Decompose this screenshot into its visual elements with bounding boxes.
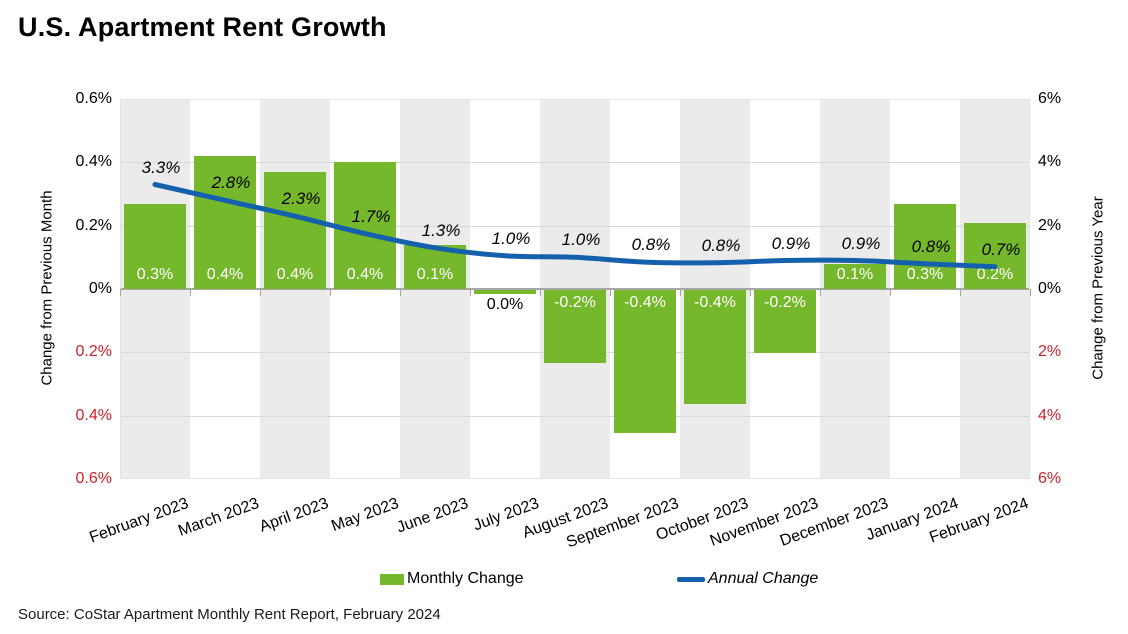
annual-change-label: 2.8% — [211, 173, 251, 193]
x-axis-tick — [260, 289, 261, 296]
zero-axis-line — [120, 288, 1030, 290]
left-axis-tick-label: 0.4% — [75, 406, 112, 424]
annual-change-label: 1.3% — [421, 220, 461, 240]
right-axis-tick-label: 0% — [1038, 280, 1062, 297]
monthly-change-label: 0.4% — [276, 266, 314, 283]
legend-item-annual: Annual Change — [677, 570, 818, 588]
monthly-change-bar — [754, 290, 816, 354]
source-note: Source: CoStar Apartment Monthly Rent Re… — [18, 606, 441, 623]
monthly-change-bar — [124, 203, 186, 289]
gridline — [120, 162, 1030, 164]
annual-change-line — [152, 182, 998, 270]
monthly-change-label: 0.4% — [346, 266, 384, 283]
page-title: U.S. Apartment Rent Growth — [18, 12, 387, 42]
x-axis-label: April 2023 — [257, 495, 331, 536]
annual-change-label: 0.9% — [841, 233, 881, 253]
monthly-change-label: -0.2% — [764, 294, 806, 311]
left-axis-tick-label: 0.6% — [75, 470, 112, 487]
right-axis-tick-label: 4% — [1038, 406, 1062, 424]
annual-change-label: 3.3% — [141, 157, 181, 177]
monthly-change-label: -0.4% — [624, 294, 666, 311]
monthly-change-label: 0.4% — [206, 266, 244, 283]
right-axis-title: Change from Previous Year — [1089, 196, 1107, 380]
monthly-change-bar — [684, 290, 746, 404]
annual-change-line-icon — [677, 576, 705, 582]
monthly-change-bar — [894, 203, 956, 289]
monthly-change-bar — [544, 290, 606, 363]
annual-change-label: 0.8% — [701, 235, 741, 255]
annual-change-label: 2.3% — [281, 189, 321, 209]
x-axis-tick — [890, 289, 891, 296]
monthly-change-label: 0.3% — [906, 266, 944, 283]
left-axis-tick-label: 0.2% — [75, 216, 112, 234]
monthly-change-bar — [614, 290, 676, 433]
x-axis-label: February 2023 — [87, 495, 191, 547]
gridline — [120, 225, 1030, 227]
legend-label-monthly: Monthly Change — [407, 570, 524, 587]
monthly-change-label: 0.1% — [416, 266, 454, 283]
x-axis-tick — [610, 289, 611, 296]
annual-change-label: 0.7% — [981, 239, 1021, 259]
legend-label-annual: Annual Change — [708, 570, 819, 587]
right-axis-tick-label: 6% — [1038, 470, 1062, 487]
right-axis-tick-label: 2% — [1038, 343, 1062, 361]
x-axis-tick — [960, 289, 961, 296]
annual-change-label: 1.7% — [351, 206, 391, 226]
monthly-change-bar — [474, 290, 536, 294]
x-axis-tick — [400, 289, 401, 296]
annual-change-label: 0.8% — [631, 235, 671, 255]
right-axis-tick-label: 6% — [1038, 90, 1062, 107]
monthly-change-label: 0.1% — [836, 266, 874, 283]
x-axis-label: May 2023 — [328, 495, 401, 536]
left-axis-tick-label: 0.6% — [75, 90, 112, 107]
annual-change-label: 1.0% — [491, 228, 531, 248]
monthly-change-bar — [194, 156, 256, 289]
x-axis-tick — [470, 289, 471, 296]
monthly-change-label: -0.4% — [694, 294, 736, 311]
monthly-change-bar — [964, 222, 1026, 289]
gridline — [120, 415, 1030, 417]
x-axis-tick — [680, 289, 681, 296]
left-axis-tick-label: 0.2% — [75, 343, 112, 361]
monthly-change-bar — [334, 162, 396, 289]
x-axis-label: March 2023 — [175, 495, 261, 540]
x-axis-tick — [190, 289, 191, 296]
x-axis-tick — [330, 289, 331, 296]
legend-item-monthly: Monthly Change — [380, 570, 524, 588]
monthly-change-label: 0.0% — [486, 296, 524, 313]
left-axis-tick-label: 0.4% — [75, 153, 112, 171]
monthly-change-label: 0.3% — [136, 266, 174, 283]
x-axis-tick — [750, 289, 751, 296]
monthly-change-bar — [264, 171, 326, 289]
x-axis-tick — [1030, 289, 1031, 296]
x-axis-tick — [540, 289, 541, 296]
right-axis-tick-label: 2% — [1038, 216, 1062, 234]
x-axis-tick — [820, 289, 821, 296]
x-axis-tick — [120, 289, 121, 296]
right-axis-tick-label: 4% — [1038, 153, 1062, 171]
monthly-change-swatch-icon — [380, 573, 404, 585]
monthly-change-label: -0.2% — [554, 294, 596, 311]
monthly-change-label: 0.2% — [976, 266, 1014, 283]
x-axis-label: June 2023 — [394, 495, 471, 537]
plot-area: 0.3% 0.4% 0.4% 0.4% 0.1% 0.0% -0.2% -0.4% -0.4% -… — [120, 99, 1030, 479]
left-axis-tick-label: 0% — [88, 280, 112, 297]
annual-change-label: 0.8% — [911, 236, 951, 256]
monthly-change-bar — [824, 263, 886, 289]
annual-change-label: 1.0% — [561, 230, 601, 250]
annual-change-label: 0.9% — [771, 233, 811, 253]
